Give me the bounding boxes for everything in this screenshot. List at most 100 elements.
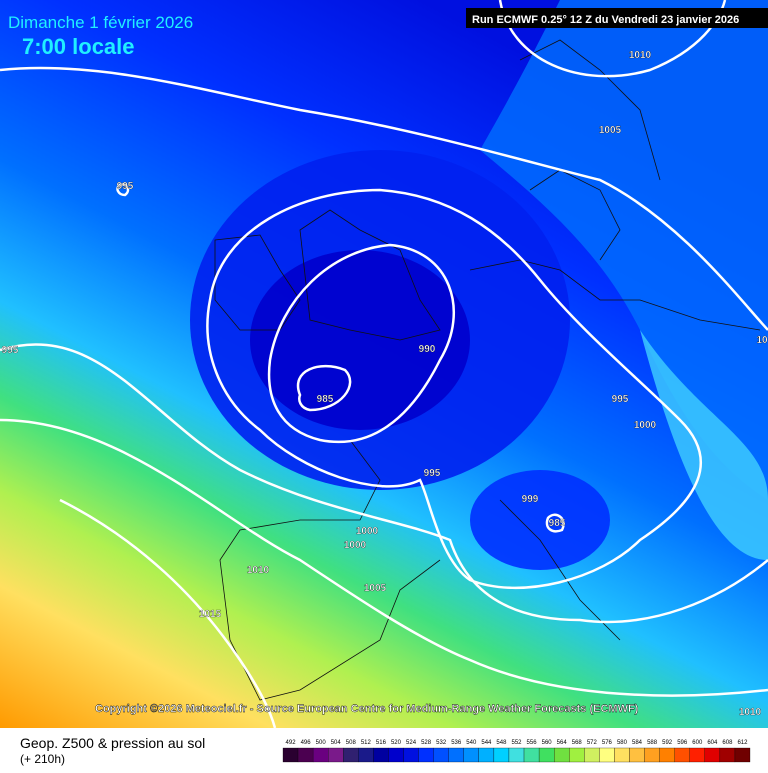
isobar-label: 1000 — [634, 420, 657, 431]
scale-swatch — [674, 747, 690, 763]
scale-label: 496 — [301, 740, 312, 746]
scale-label: 564 — [557, 740, 568, 746]
scale-swatch — [554, 747, 570, 763]
scale-label: 596 — [677, 740, 688, 746]
isobar-label: 1000 — [344, 540, 367, 551]
scale-label: 604 — [707, 740, 718, 746]
field-name: Geop. Z500 & pression au sol — [20, 735, 205, 751]
scale-swatch — [569, 747, 585, 763]
isobar-label: 1005 — [599, 125, 622, 136]
scale-swatch — [312, 747, 329, 763]
scale-swatch — [523, 747, 540, 763]
scale-label: 584 — [632, 740, 643, 746]
isobar — [296, 365, 352, 412]
scale-swatch — [297, 747, 314, 763]
isobar — [267, 243, 455, 444]
scale-label: 576 — [602, 740, 613, 746]
isobar-label: 990 — [419, 344, 436, 355]
isobar — [0, 343, 768, 624]
scale-swatch — [373, 747, 389, 763]
scale-label: 544 — [481, 740, 492, 746]
scale-label: 528 — [421, 740, 432, 746]
scale-label: 580 — [617, 740, 628, 746]
isobar-label: 1010 — [629, 50, 652, 61]
isobar-label: 995 — [612, 394, 629, 405]
scale-label: 608 — [722, 740, 733, 746]
scale-label: 552 — [511, 740, 522, 746]
scale-swatch — [508, 747, 525, 763]
field-zone — [640, 330, 768, 560]
scale-label: 504 — [331, 740, 342, 746]
scale-label: 592 — [662, 740, 673, 746]
isobar-label: 10 — [756, 335, 768, 346]
scale-label: 492 — [286, 740, 297, 746]
scale-label: 600 — [692, 740, 703, 746]
isobar — [59, 498, 277, 729]
scale-swatch — [328, 747, 344, 763]
scale-swatch — [358, 747, 374, 763]
scale-swatch — [644, 747, 660, 763]
scale-swatch — [629, 747, 645, 763]
scale-label: 560 — [542, 740, 553, 746]
scale-label: 556 — [527, 740, 538, 746]
scale-swatch — [418, 747, 434, 763]
scale-swatch — [493, 747, 510, 763]
isobar-label: 1015 — [199, 609, 222, 620]
isobar-label: 1000 — [356, 526, 379, 537]
scale-swatch — [659, 747, 675, 763]
isobar — [0, 418, 768, 697]
scale-swatch — [704, 747, 721, 763]
scale-label: 532 — [436, 740, 447, 746]
scale-swatch — [599, 747, 615, 763]
map-title: Dimanche 1 février 2026 — [8, 13, 193, 32]
run-banner — [466, 8, 768, 28]
isobar-label: 1005 — [364, 583, 387, 594]
isobar — [206, 188, 703, 590]
scale-label: 524 — [406, 740, 417, 746]
isobar-label: 1010 — [247, 565, 270, 576]
scale-swatch — [538, 747, 555, 763]
field-zone — [250, 250, 470, 430]
scale-swatch — [433, 747, 449, 763]
scale-label: 500 — [316, 740, 327, 746]
scale-label: 548 — [496, 740, 507, 746]
scale-swatch — [478, 747, 495, 763]
scale-swatch — [403, 747, 419, 763]
scale-swatch — [343, 747, 359, 763]
isobar — [116, 183, 130, 197]
scale-label: 520 — [391, 740, 402, 746]
isobar-label: 995 — [117, 181, 134, 192]
scale-label: 536 — [451, 740, 462, 746]
scale-label: 508 — [346, 740, 357, 746]
isobar-label: 985 — [549, 518, 566, 529]
isobar-label: 995 — [424, 468, 441, 479]
scale-swatch — [584, 747, 600, 763]
scale-swatch — [734, 747, 751, 763]
isobar — [545, 513, 565, 533]
lead-time: (+ 210h) — [20, 752, 65, 766]
scale-label: 572 — [587, 740, 598, 746]
isobar-label: 999 — [522, 494, 539, 505]
scale-label: 612 — [737, 740, 748, 746]
scale-label: 588 — [647, 740, 658, 746]
scale-label: 512 — [361, 740, 372, 746]
field-zone — [470, 470, 610, 570]
isobar — [0, 66, 768, 331]
scale-label: 516 — [376, 740, 387, 746]
field-zone — [480, 0, 768, 500]
map-subtitle: 7:00 locale — [22, 34, 135, 59]
scale-swatch — [448, 747, 464, 763]
scale-swatch — [388, 747, 404, 763]
scale-swatch — [719, 747, 736, 763]
copyright: Copyright ©2026 Meteociel.fr - Source Eu… — [95, 703, 639, 715]
scale-label: 540 — [466, 740, 477, 746]
scale-label: 568 — [572, 740, 583, 746]
run-info: Run ECMWF 0.25° 12 Z du Vendredi 23 janv… — [472, 14, 739, 26]
scale-swatch — [282, 747, 299, 763]
coastline — [214, 39, 761, 701]
scale-swatch — [689, 747, 705, 763]
isobar-label: 995 — [2, 345, 19, 356]
scale-swatch — [463, 747, 479, 763]
scale-swatch — [614, 747, 630, 763]
